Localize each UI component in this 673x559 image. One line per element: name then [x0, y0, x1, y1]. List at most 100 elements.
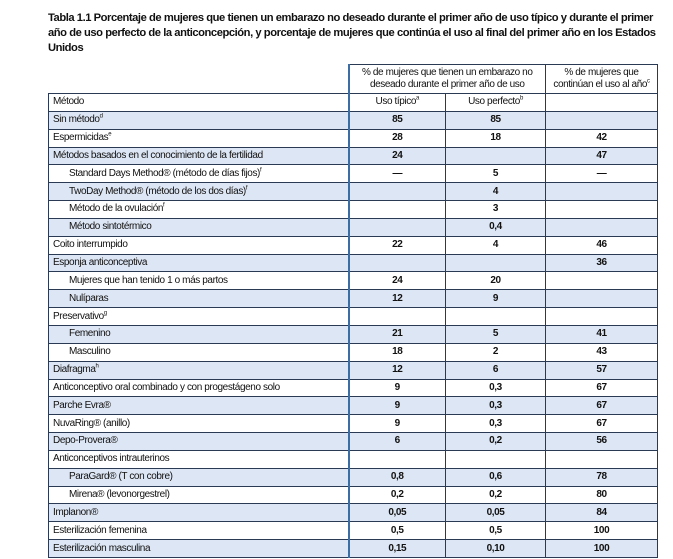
perfect-use-cell: 0,4	[445, 217, 546, 237]
typical-use-cell: 21	[347, 324, 446, 344]
method-cell: TwoDay Method® (método de los dos días)f	[48, 182, 349, 202]
header-blank	[48, 64, 349, 94]
header-empty	[545, 93, 658, 112]
continuation-cell: 67	[545, 396, 658, 416]
method-name: Esterilización femenina	[53, 524, 147, 536]
footnote-marker: f	[163, 203, 165, 210]
perfect-use-cell: 0,05	[445, 503, 546, 523]
continuation-cell	[545, 289, 658, 309]
continuation-cell: 100	[545, 539, 658, 558]
perfect-use-cell: 3	[445, 200, 546, 219]
continuation-cell: 57	[545, 360, 658, 380]
typical-use-cell: 12	[347, 289, 446, 309]
table-row: Masculino 18 2 43	[48, 342, 658, 362]
method-cell: Diafragmah	[48, 360, 349, 380]
footnote-marker: f	[259, 167, 262, 174]
table-row: Método sintotérmico 0,4	[48, 217, 658, 237]
method-cell: Depo-Provera®	[48, 432, 349, 451]
typical-use-cell	[347, 182, 446, 202]
footnote-marker: h	[95, 363, 99, 370]
perfect-use-cell: 0,3	[445, 396, 546, 416]
perfect-use-cell: 5	[445, 164, 546, 184]
footnote-marker: f	[245, 185, 248, 192]
method-cell: Mirena® (levonorgestrel)	[48, 485, 349, 505]
footnote-marker: d	[99, 113, 103, 120]
table-row: Esterilización femenina 0,5 0,5 100	[48, 521, 658, 541]
perfect-use-cell: 2	[445, 342, 546, 362]
typical-use-cell: 12	[347, 360, 446, 380]
typical-use-cell: 0,2	[347, 485, 446, 505]
perfect-use-cell: 0,5	[445, 521, 546, 541]
contraception-table: % de mujeres que tienen un embarazo no d…	[48, 64, 658, 558]
typical-use-cell: 24	[347, 271, 446, 291]
method-cell: Implanon®	[48, 503, 349, 523]
method-name: NuvaRing® (anillo)	[53, 417, 130, 429]
table-row: ParaGard® (T con cobre) 0,8 0,6 78	[48, 467, 658, 487]
method-name: Masculino	[69, 346, 111, 358]
method-cell: Preservativog	[48, 307, 349, 326]
footnote-marker: e	[108, 131, 112, 138]
perfect-use-cell: 85	[445, 110, 546, 130]
method-name: Depo-Provera®	[53, 435, 118, 447]
method-name: Parche Evra®	[53, 399, 111, 411]
continuation-cell: 84	[545, 503, 658, 523]
table-row: Diafragmah 12 6 57	[48, 360, 658, 380]
header-typical-use: Uso típicoa	[347, 93, 446, 112]
method-name: Standard Days Method® (método de días fi…	[69, 167, 260, 179]
table-row: Espermicidase 28 18 42	[48, 128, 658, 148]
method-name: Espermicidas	[53, 132, 109, 144]
continuation-cell: 36	[545, 253, 658, 273]
perfect-use-cell	[445, 253, 546, 273]
method-cell: Parche Evra®	[48, 396, 349, 416]
perfect-use-cell: 18	[445, 128, 546, 148]
header-continuation-text: % de mujeres que continúan el uso al año	[553, 67, 648, 90]
method-cell: Coito interrumpido	[48, 235, 349, 255]
perfect-use-cell	[445, 146, 546, 166]
method-name: Femenino	[69, 328, 111, 340]
table-row: Anticonceptivos intrauterinos	[48, 449, 658, 469]
header-method: Método	[48, 93, 349, 112]
method-cell: Nulíparas	[48, 289, 349, 309]
method-name: Implanon®	[53, 506, 98, 518]
table-row: Parche Evra® 9 0,3 67	[48, 396, 658, 416]
continuation-cell	[545, 307, 658, 326]
perfect-use-cell: 0,2	[445, 485, 546, 505]
typical-use-cell	[347, 200, 446, 219]
method-name: Nulíparas	[69, 292, 109, 304]
method-cell: Método de la ovulaciónf	[48, 200, 349, 219]
perfect-use-cell: 0,3	[445, 414, 546, 434]
table-row: Femenino 21 5 41	[48, 324, 658, 344]
header-perfect-text: Uso perfecto	[468, 96, 520, 108]
method-name: Esterilización masculina	[53, 542, 151, 554]
table-row: Implanon® 0,05 0,05 84	[48, 503, 658, 523]
table-row: Métodos basados en el conocimiento de la…	[48, 146, 658, 166]
typical-use-cell	[347, 307, 446, 326]
continuation-cell: 46	[545, 235, 658, 255]
continuation-cell	[545, 200, 658, 219]
typical-use-cell: 0,05	[347, 503, 446, 523]
perfect-use-cell: 9	[445, 289, 546, 309]
table-row: Nulíparas 12 9	[48, 289, 658, 309]
method-cell: Sin métodod	[48, 110, 349, 130]
table-title: Tabla 1.1 Porcentaje de mujeres que tien…	[48, 12, 656, 54]
method-cell: Femenino	[48, 324, 349, 344]
continuation-cell	[545, 217, 658, 237]
table-row: Sin métodod 85 85	[48, 110, 658, 130]
continuation-cell: 41	[545, 324, 658, 344]
typical-use-cell	[347, 217, 446, 237]
method-cell: Esterilización masculina	[48, 539, 349, 558]
method-name: Método de la ovulación	[69, 203, 164, 215]
table-row: Esponja anticonceptiva 36	[48, 253, 658, 273]
method-name: Esponja anticonceptiva	[53, 257, 148, 269]
table-row: Depo-Provera® 6 0,2 56	[48, 432, 658, 451]
perfect-use-cell: 6	[445, 360, 546, 380]
method-cell: Método sintotérmico	[48, 217, 349, 237]
method-name: Mujeres que han tenido 1 o más partos	[69, 274, 228, 286]
header-pregnancy-group: % de mujeres que tienen un embarazo no d…	[347, 64, 546, 94]
perfect-use-cell: 4	[445, 235, 546, 255]
typical-use-cell: 9	[347, 414, 446, 434]
method-cell: Anticonceptivos intrauterinos	[48, 449, 349, 469]
method-cell: Masculino	[48, 342, 349, 362]
table-row: Esterilización masculina 0,15 0,10 100	[48, 539, 658, 558]
typical-use-cell	[347, 449, 446, 469]
